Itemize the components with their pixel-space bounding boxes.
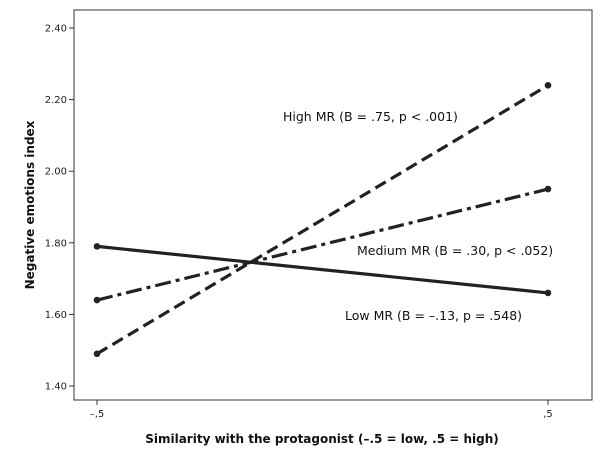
series-layer — [93, 81, 552, 358]
y-tick-label: 1.60 — [45, 310, 67, 321]
y-tick-label: 2.00 — [45, 167, 67, 178]
plot-frame — [73, 9, 593, 401]
series-line-medium-mr-line — [96, 187, 549, 302]
x-tick-label: ,5 — [543, 409, 553, 420]
annotation-medium-mr: Medium MR (B = .30, p < .052) — [357, 243, 553, 258]
y-tick-label: 1.40 — [45, 382, 67, 393]
y-axis: 1.40 1.60 1.80 2.00 2.20 2.40 — [45, 24, 74, 393]
data-point — [544, 185, 552, 193]
annotation-low-mr: Low MR (B = –.13, p = .548) — [345, 308, 522, 323]
annotation-layer: High MR (B = .75, p < .001) Medium MR (B … — [283, 109, 553, 323]
data-point — [544, 81, 552, 89]
data-point — [93, 296, 101, 304]
data-point — [93, 243, 101, 250]
x-axis: –,5 ,5 — [90, 400, 553, 420]
x-tick-label: –,5 — [90, 409, 105, 420]
annotation-high-mr: High MR (B = .75, p < .001) — [283, 109, 458, 124]
data-point — [544, 289, 552, 297]
series-line-low-mr-line — [96, 244, 549, 295]
series-line-high-mr-line — [96, 83, 549, 356]
data-point — [93, 350, 101, 358]
y-tick-label: 1.80 — [45, 238, 67, 249]
y-tick-label: 2.40 — [45, 24, 67, 35]
x-axis-title: Similarity with the protagonist (–.5 = l… — [145, 432, 499, 446]
y-tick-label: 2.20 — [45, 95, 67, 106]
y-axis-title: Negative emotions index — [23, 120, 37, 289]
